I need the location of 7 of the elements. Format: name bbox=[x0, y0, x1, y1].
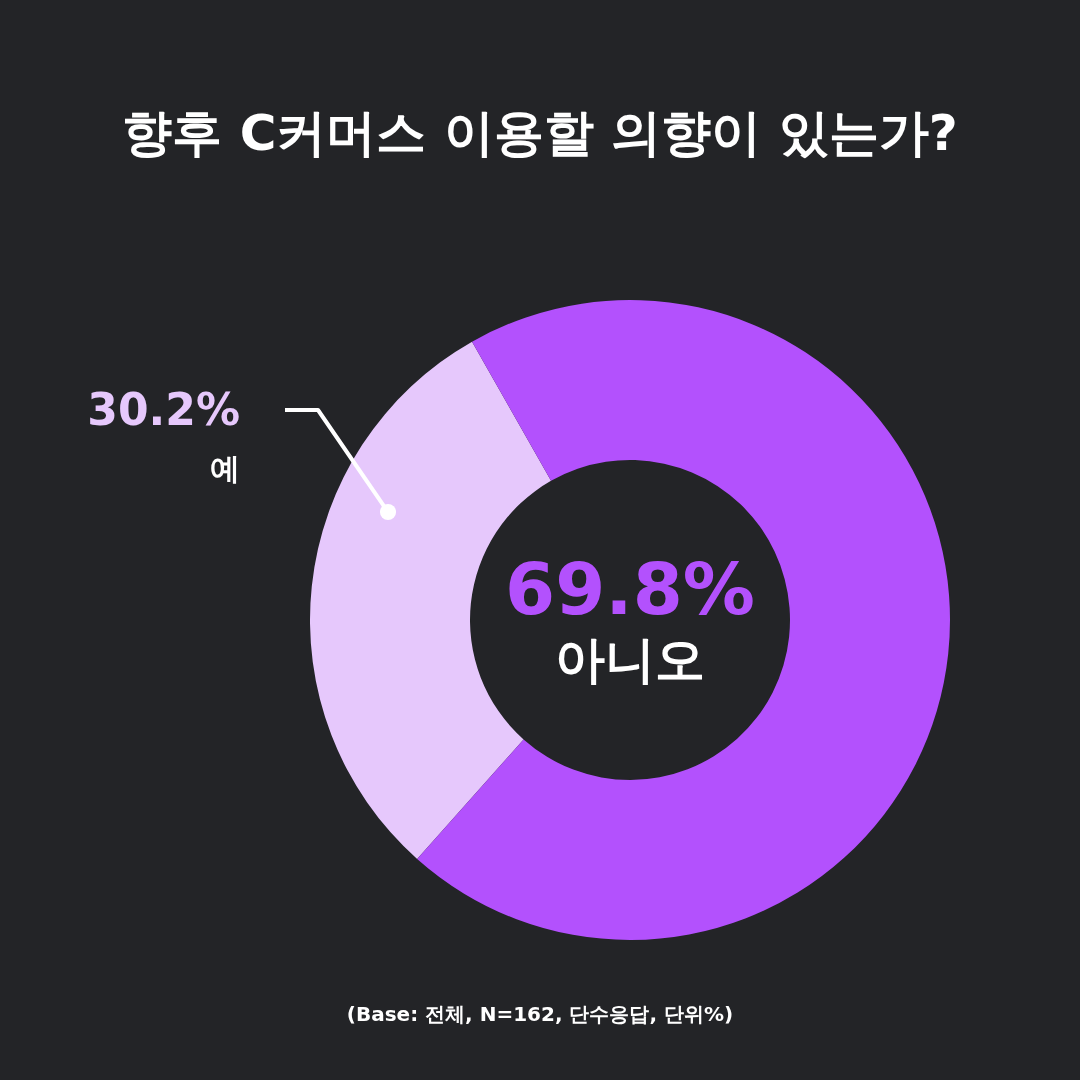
data-label: 30.2% bbox=[87, 384, 240, 435]
text: (Base: 전체, N=162, 단수응답, 단위%) bbox=[346, 1002, 734, 1026]
chart-title: 향후 C커머스 이용할 의향이 있는가? bbox=[122, 104, 958, 162]
data-label: 69.8% bbox=[505, 547, 755, 631]
donut-slice bbox=[417, 300, 950, 940]
slice-label: 예 bbox=[210, 451, 240, 486]
slice-label: 아니오 bbox=[555, 631, 705, 689]
